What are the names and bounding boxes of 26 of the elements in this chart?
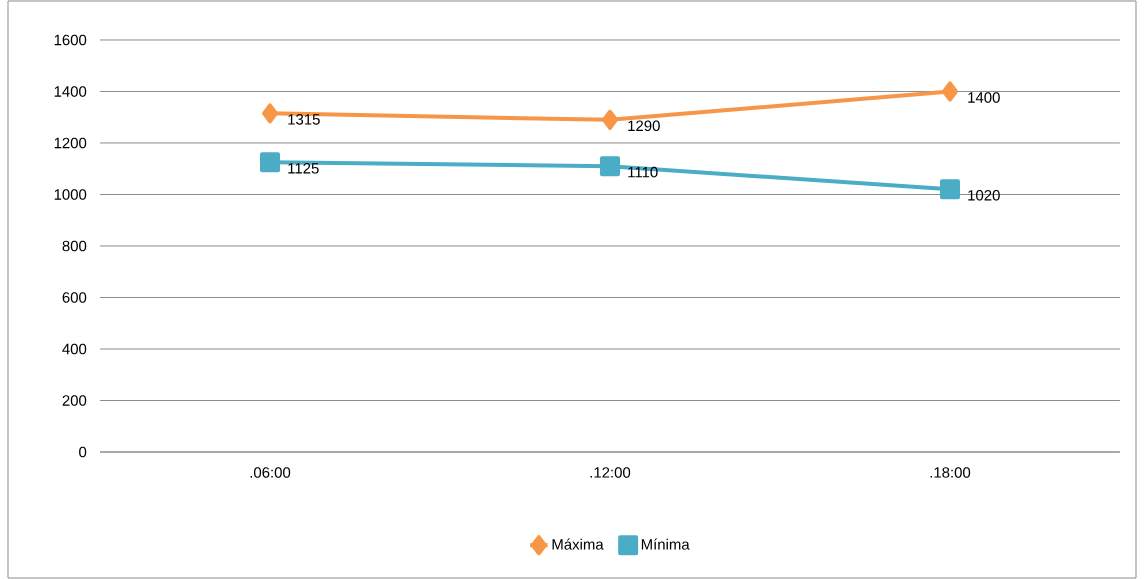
point <box>260 152 280 173</box>
point <box>601 109 618 130</box>
point <box>599 156 620 177</box>
data-label: 1020 <box>968 190 1000 201</box>
x-tick-label: .18:00 <box>930 467 971 478</box>
x-tick-label: .12:00 <box>590 467 631 478</box>
legend-label: Máxima <box>552 538 604 550</box>
y-tick-label: 1600 <box>54 34 87 46</box>
y-tick-label: 200 <box>62 395 87 406</box>
y-tick-label: 1000 <box>54 189 87 200</box>
y-tick-label: 1200 <box>54 137 87 149</box>
point <box>941 81 958 102</box>
point <box>262 103 278 124</box>
x-tick-label: .06:00 <box>250 467 291 478</box>
legend-label: Mínima <box>641 538 690 550</box>
y-tick-label: 600 <box>62 292 87 303</box>
data-label: 1110 <box>628 166 658 178</box>
y-tick-label: 0 <box>79 446 87 458</box>
data-label: 1125 <box>288 163 319 174</box>
point <box>939 179 960 200</box>
data-label: 1290 <box>628 120 660 132</box>
y-tick-label: 800 <box>62 240 87 252</box>
y-tick-label: 400 <box>62 343 87 355</box>
data-label: 1400 <box>968 92 1000 103</box>
data-label: 1315 <box>288 114 320 125</box>
y-tick-label: 1400 <box>54 86 87 97</box>
